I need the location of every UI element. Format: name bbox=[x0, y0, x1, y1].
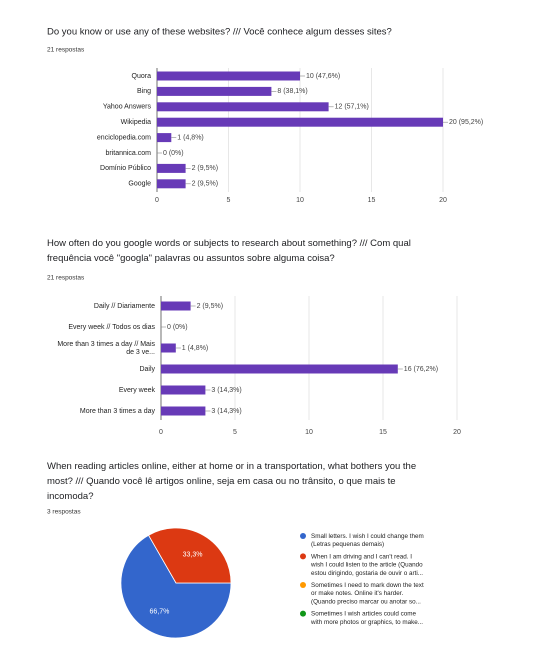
value-label: 2 (9,5%) bbox=[192, 181, 218, 188]
legend-swatch bbox=[300, 533, 306, 539]
bar bbox=[157, 179, 186, 189]
bar bbox=[157, 117, 443, 127]
x-tick-label: 0 bbox=[155, 197, 159, 204]
x-tick-label: 5 bbox=[233, 429, 237, 436]
x-tick-label: 20 bbox=[439, 197, 447, 204]
response-count: 21 respostas bbox=[47, 47, 85, 54]
category-label: Domínio Público bbox=[100, 165, 151, 172]
bar bbox=[157, 86, 272, 96]
bar bbox=[161, 364, 398, 374]
category-label: enciclopedia.com bbox=[97, 134, 151, 141]
bar bbox=[157, 102, 329, 112]
bar bbox=[157, 71, 300, 81]
category-label: Yahoo Answers bbox=[103, 104, 152, 111]
legend-label: Small letters. I wish I could change the… bbox=[311, 533, 424, 548]
x-tick-label: 20 bbox=[453, 429, 461, 436]
bar bbox=[157, 163, 186, 173]
value-label: 3 (14,3%) bbox=[211, 387, 241, 394]
value-label: 0 (0%) bbox=[167, 324, 188, 331]
value-label: 8 (38,1%) bbox=[277, 88, 307, 95]
x-tick-label: 10 bbox=[305, 429, 313, 436]
response-count: 21 respostas bbox=[47, 275, 85, 282]
legend-swatch bbox=[300, 553, 306, 560]
bar bbox=[157, 133, 172, 143]
category-label: britannica.com bbox=[105, 150, 151, 157]
legend-swatch bbox=[300, 582, 306, 588]
value-label: 10 (47,6%) bbox=[306, 73, 340, 80]
x-tick-label: 15 bbox=[368, 197, 376, 204]
chart-title: Do you know or use any of these websites… bbox=[47, 27, 392, 38]
pie-slice bbox=[148, 527, 232, 584]
category-label: Quora bbox=[132, 73, 152, 80]
value-label: 3 (14,3%) bbox=[211, 408, 241, 415]
bar bbox=[161, 385, 206, 395]
value-label: 1 (4,8%) bbox=[177, 134, 203, 141]
slice-label: 66,7% bbox=[150, 608, 170, 615]
bar bbox=[161, 406, 206, 416]
legend-label: Sometimes I need to mark down the text or… bbox=[311, 582, 424, 605]
category-label: Every week bbox=[119, 387, 156, 394]
legend-label: Sometimes I wish articles could come with… bbox=[310, 610, 423, 625]
bar bbox=[161, 343, 176, 353]
value-label: 16 (76,2%) bbox=[404, 366, 438, 373]
x-tick-label: 15 bbox=[379, 429, 387, 436]
category-label: Wikipedia bbox=[121, 119, 151, 126]
value-label: 2 (9,5%) bbox=[192, 165, 218, 172]
x-tick-label: 10 bbox=[296, 197, 304, 204]
value-label: 2 (9,5%) bbox=[197, 303, 223, 310]
value-label: 0 (0%) bbox=[163, 150, 184, 157]
category-label: Google bbox=[128, 181, 151, 188]
category-label: Bing bbox=[137, 88, 151, 95]
category-label: More than 3 times a day // Mais de 3 ve..… bbox=[57, 341, 155, 356]
bar bbox=[161, 301, 191, 311]
value-label: 1 (4,8%) bbox=[182, 345, 208, 352]
category-label: Daily // Diariamente bbox=[94, 303, 155, 310]
value-label: 12 (57,1%) bbox=[335, 104, 369, 111]
legend-swatch bbox=[300, 610, 306, 617]
response-count: 3 respostas bbox=[47, 509, 81, 516]
value-label: 20 (95,2%) bbox=[449, 119, 483, 126]
x-tick-label: 5 bbox=[227, 197, 231, 204]
chart-title: How often do you google words or subject… bbox=[47, 238, 411, 264]
chart-title: When reading articles online, either at … bbox=[47, 461, 416, 502]
pie-slice bbox=[120, 534, 232, 639]
slice-label: 33,3% bbox=[183, 551, 203, 558]
category-label: Daily bbox=[139, 366, 155, 373]
category-label: Every week // Todos os dias bbox=[68, 324, 155, 331]
x-tick-label: 0 bbox=[159, 429, 163, 436]
category-label: More than 3 times a day bbox=[80, 408, 156, 415]
